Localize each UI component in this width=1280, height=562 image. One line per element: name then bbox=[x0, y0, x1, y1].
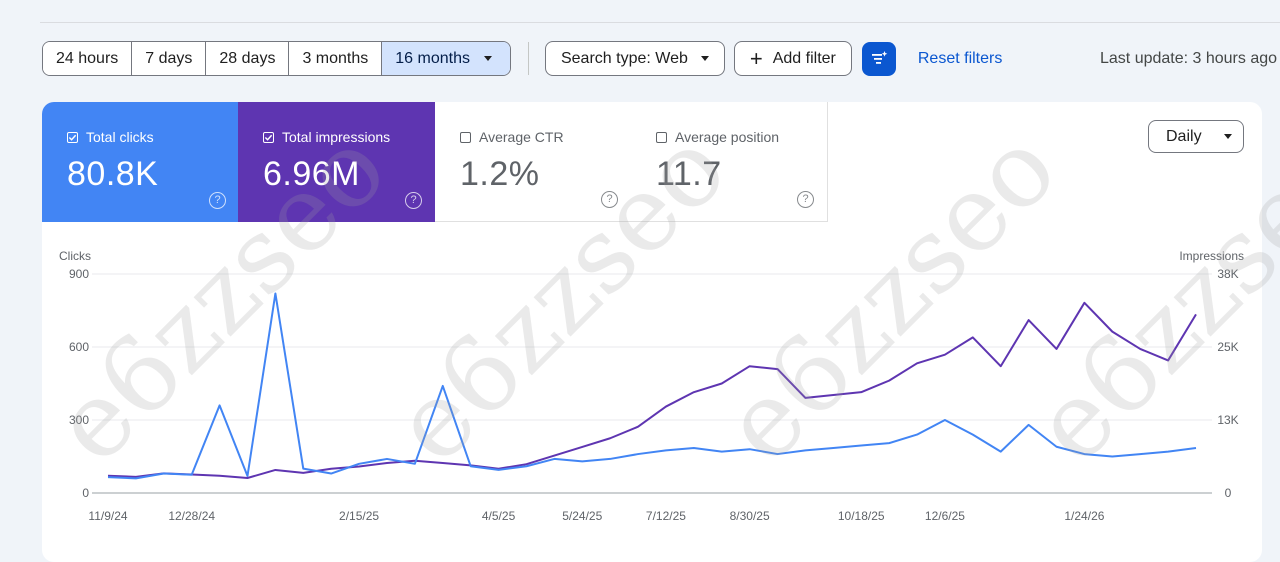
plus-icon: + bbox=[749, 45, 763, 71]
range-24-hours[interactable]: 24 hours bbox=[43, 42, 133, 75]
reset-filters-link[interactable]: Reset filters bbox=[917, 49, 1003, 67]
x-tick-label: 12/28/24 bbox=[168, 509, 215, 523]
range-7-days[interactable]: 7 days bbox=[132, 42, 207, 75]
granularity-label: Daily bbox=[1166, 127, 1202, 145]
date-filter-toolbar: 24 hours 7 days 28 days 3 months 16 mont… bbox=[42, 41, 1002, 76]
help-icon[interactable]: ? bbox=[797, 191, 814, 208]
performance-chart: 0 0 300 13K 600 25K 900 38K 11/9/24 12/28/24 2/15… bbox=[59, 249, 1244, 523]
add-filter-button[interactable]: + Add filter bbox=[733, 41, 852, 76]
total-clicks-card[interactable]: Total clicks 80.8K ? bbox=[42, 102, 239, 222]
total-clicks-header: Total clicks bbox=[67, 129, 239, 145]
total-impressions-label: Total impressions bbox=[282, 129, 391, 145]
y-right-tick-label: 25K bbox=[1217, 340, 1238, 354]
x-tick-label: 5/24/25 bbox=[562, 509, 602, 523]
granularity-dropdown[interactable]: Daily bbox=[1148, 120, 1244, 153]
y-left-axis-title: Clicks bbox=[59, 249, 91, 263]
filter-settings-button[interactable] bbox=[861, 41, 896, 76]
checkbox-unchecked-icon[interactable] bbox=[656, 131, 667, 143]
clicks-series-line bbox=[107, 292, 1197, 480]
total-clicks-value: 80.8K bbox=[67, 155, 159, 193]
range-28-days[interactable]: 28 days bbox=[206, 42, 290, 75]
y-right-tick-label: 13K bbox=[1217, 413, 1238, 427]
x-tick-label: 2/15/25 bbox=[339, 509, 379, 523]
average-position-value: 11.7 bbox=[656, 155, 722, 193]
checkbox-checked-icon[interactable] bbox=[263, 131, 274, 143]
chevron-down-icon bbox=[700, 56, 709, 61]
y-right-tick-label: 0 bbox=[1225, 486, 1232, 500]
total-impressions-header: Total impressions bbox=[263, 129, 435, 145]
y-left-tick-label: 0 bbox=[82, 486, 89, 500]
average-ctr-header: Average CTR bbox=[460, 129, 631, 145]
help-icon[interactable]: ? bbox=[209, 192, 226, 209]
header-divider bbox=[40, 22, 1280, 23]
chevron-down-icon bbox=[483, 56, 492, 61]
average-position-card[interactable]: Average position 11.7 ? bbox=[631, 102, 828, 222]
last-update-text: Last update: 3 hours ago bbox=[1100, 50, 1278, 67]
average-position-header: Average position bbox=[656, 129, 827, 145]
total-clicks-label: Total clicks bbox=[86, 129, 154, 145]
x-tick-label: 1/24/26 bbox=[1064, 509, 1104, 523]
average-ctr-card[interactable]: Average CTR 1.2% ? bbox=[435, 102, 632, 222]
impressions-series-line bbox=[107, 301, 1197, 480]
range-16-months-label: 16 months bbox=[395, 49, 470, 67]
x-tick-label: 12/6/25 bbox=[925, 509, 965, 523]
y-left-tick-label: 300 bbox=[69, 413, 89, 427]
average-position-label: Average position bbox=[675, 129, 780, 145]
average-ctr-label: Average CTR bbox=[479, 129, 564, 145]
x-tick-label: 7/12/25 bbox=[646, 509, 686, 523]
range-16-months[interactable]: 16 months bbox=[382, 42, 510, 75]
range-3-months[interactable]: 3 months bbox=[289, 42, 383, 75]
search-type-dropdown[interactable]: Search type: Web bbox=[544, 41, 725, 76]
toolbar-divider bbox=[527, 42, 529, 75]
performance-card: 0 0 300 13K 600 25K 900 38K 11/9/24 12/28/24 2/15… bbox=[42, 102, 1262, 562]
y-right-axis-title: Impressions bbox=[1179, 249, 1244, 263]
search-type-label: Search type: Web bbox=[560, 49, 688, 67]
add-filter-label: Add filter bbox=[772, 49, 836, 67]
x-tick-label: 10/18/25 bbox=[838, 509, 885, 523]
total-impressions-value: 6.96M bbox=[263, 155, 360, 193]
chevron-down-icon bbox=[1223, 134, 1232, 139]
y-left-tick-label: 600 bbox=[69, 340, 89, 354]
checkbox-unchecked-icon[interactable] bbox=[460, 131, 471, 143]
help-icon[interactable]: ? bbox=[601, 191, 618, 208]
y-right-tick-label: 38K bbox=[1217, 267, 1238, 281]
checkbox-checked-icon[interactable] bbox=[67, 131, 78, 143]
x-tick-label: 8/30/25 bbox=[730, 509, 770, 523]
y-left-tick-label: 900 bbox=[69, 267, 89, 281]
x-tick-label: 4/5/25 bbox=[482, 509, 516, 523]
date-range-selector: 24 hours 7 days 28 days 3 months 16 mont… bbox=[42, 41, 511, 76]
x-tick-label: 11/9/24 bbox=[88, 509, 127, 523]
filter-sparkle-icon bbox=[871, 50, 888, 64]
total-impressions-card[interactable]: Total impressions 6.96M ? bbox=[238, 102, 435, 222]
average-ctr-value: 1.2% bbox=[460, 155, 540, 193]
help-icon[interactable]: ? bbox=[405, 192, 422, 209]
